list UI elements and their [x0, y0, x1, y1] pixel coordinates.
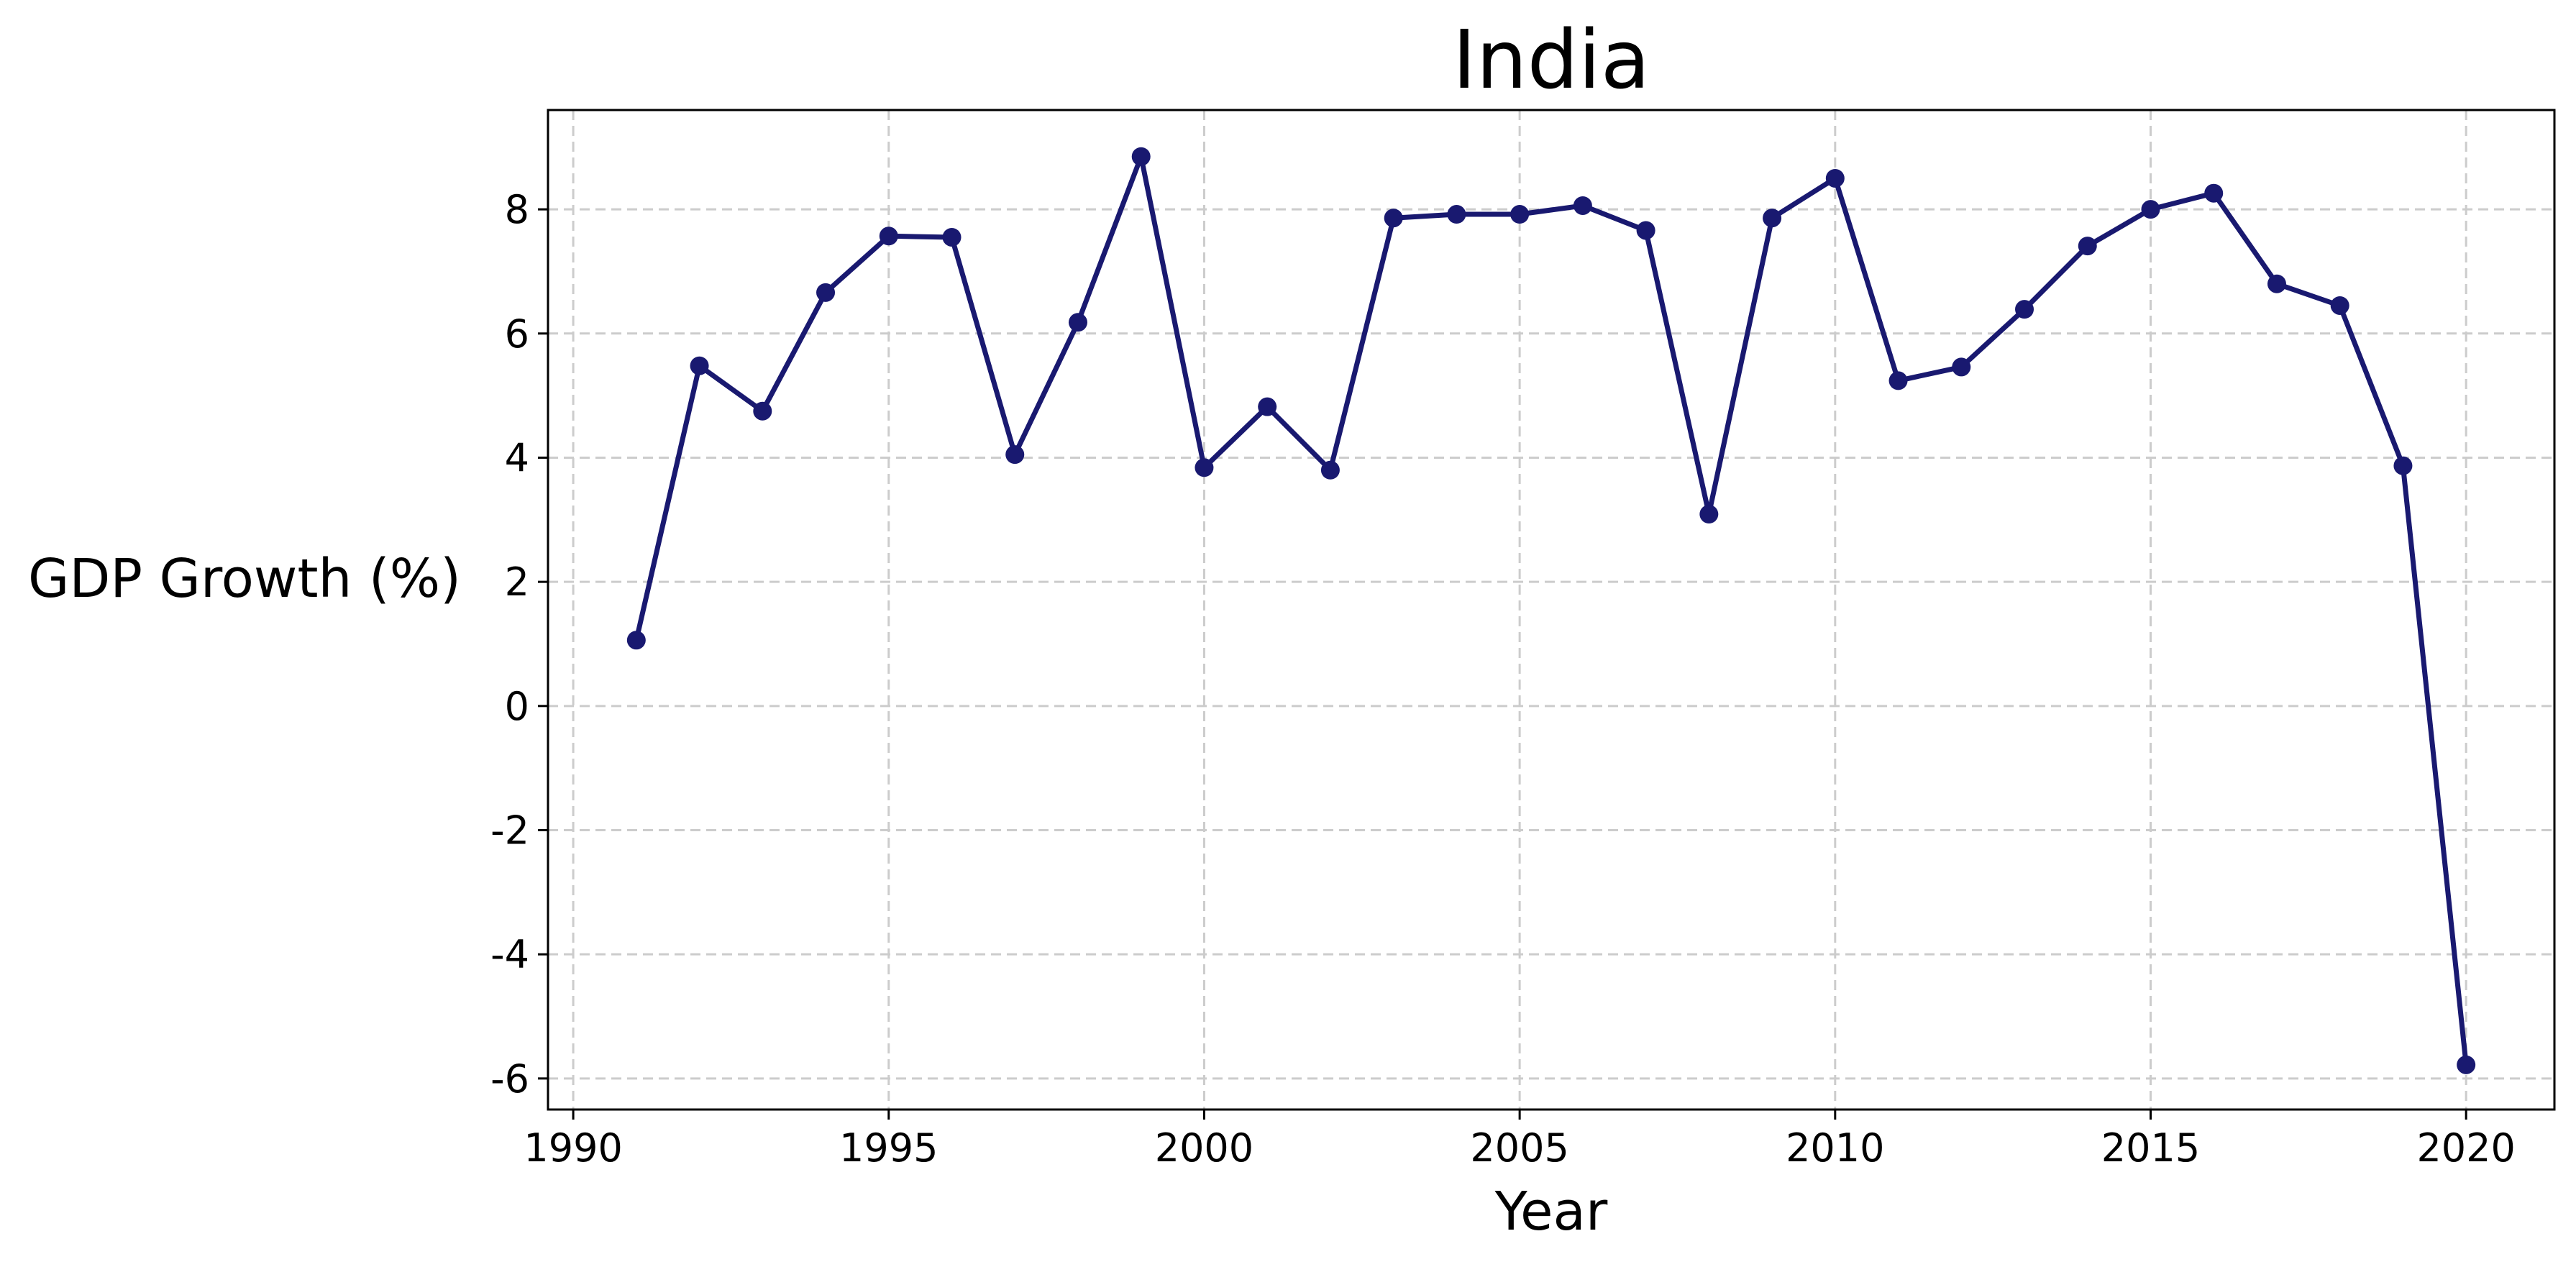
data-point	[1195, 458, 1214, 477]
series-line	[634, 154, 2469, 1068]
x-axis-ticks: 1990 1995 2000 2005 2010 2015 2020	[524, 1110, 2516, 1171]
data-point	[1825, 168, 1845, 188]
data-point	[626, 631, 646, 650]
x-tick-label: 2000	[1155, 1125, 1253, 1171]
data-point	[1699, 505, 1719, 524]
x-tick-label: 2020	[2416, 1125, 2515, 1171]
x-tick-label: 1990	[524, 1125, 622, 1171]
x-tick-label: 1995	[839, 1125, 938, 1171]
x-tick-label: 2010	[1786, 1125, 1884, 1171]
data-point	[2393, 456, 2413, 475]
data-point	[1131, 147, 1151, 166]
y-axis-ticks: -6 -4 -2 0 2 4 6 8	[490, 187, 548, 1102]
data-point	[1447, 205, 1466, 224]
data-point	[753, 401, 772, 421]
data-point	[2204, 183, 2224, 203]
data-point	[2141, 200, 2160, 219]
plot-frame	[547, 109, 2556, 1111]
data-point	[2015, 300, 2034, 319]
data-point	[1068, 313, 1087, 332]
data-point	[816, 283, 836, 302]
x-axis-label: Year	[1494, 1181, 1608, 1243]
x-tick-label: 2005	[1470, 1125, 1568, 1171]
data-point	[1384, 209, 1403, 228]
data-point	[2330, 296, 2349, 315]
data-point	[1005, 445, 1025, 465]
x-tick-label: 2015	[2101, 1125, 2200, 1171]
data-point	[1258, 397, 1277, 416]
data-point	[1510, 205, 1530, 224]
y-tick-label: 6	[505, 311, 529, 357]
data-point	[690, 356, 709, 375]
grid-lines	[548, 110, 2554, 1110]
y-tick-label: 4	[505, 435, 529, 480]
data-point	[942, 227, 962, 247]
data-point	[2267, 274, 2286, 293]
y-tick-label: -2	[490, 808, 529, 853]
data-point	[1952, 357, 1971, 377]
data-point	[1573, 196, 1592, 215]
series-layer	[626, 147, 2476, 1074]
y-tick-label: 8	[505, 187, 529, 232]
data-point	[1320, 460, 1340, 480]
data-point	[1763, 209, 1782, 228]
y-tick-label: 2	[505, 559, 529, 605]
data-point	[2078, 237, 2097, 256]
chart-title: India	[1453, 14, 1650, 107]
data-point	[2457, 1055, 2476, 1074]
y-tick-label: -4	[490, 932, 529, 977]
data-point	[1888, 371, 1908, 390]
y-tick-label: 0	[505, 684, 529, 729]
data-point	[879, 227, 898, 246]
data-point	[1636, 221, 1655, 240]
y-tick-label: -6	[490, 1056, 529, 1102]
y-axis-label: GDP Growth (%)	[28, 548, 461, 610]
